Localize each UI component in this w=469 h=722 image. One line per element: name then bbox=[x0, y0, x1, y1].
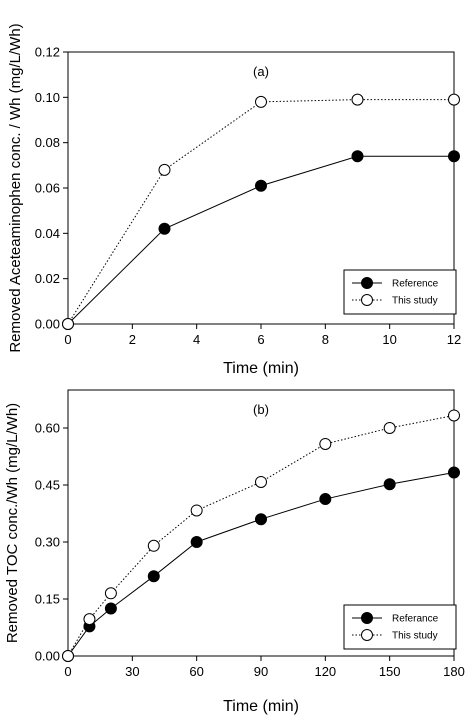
x-tick-label: 0 bbox=[64, 332, 71, 347]
data-point-this-study bbox=[104, 587, 117, 600]
data-point-this-study bbox=[255, 95, 267, 108]
y-tick-label: 0.00 bbox=[35, 649, 60, 664]
data-point-this-study bbox=[158, 163, 171, 176]
x-tick-label: 8 bbox=[322, 332, 329, 347]
y-tick-label: 0.60 bbox=[35, 421, 60, 436]
x-tick-label: 180 bbox=[443, 664, 465, 679]
data-point-reference bbox=[383, 478, 396, 491]
data-point-reference bbox=[255, 513, 267, 526]
data-point-this-study bbox=[448, 93, 460, 106]
y-tick-label: 0.15 bbox=[35, 592, 60, 607]
panel-label: (b) bbox=[253, 402, 269, 417]
legend-box bbox=[343, 269, 457, 315]
data-point-this-study bbox=[62, 318, 74, 330]
y-tick-label: 0.45 bbox=[35, 478, 60, 493]
y-tick-label: 0.02 bbox=[35, 271, 60, 286]
data-point-reference bbox=[351, 150, 364, 163]
data-point-this-study bbox=[255, 475, 267, 488]
legend-marker-this-study bbox=[361, 629, 373, 641]
data-point-reference bbox=[448, 466, 460, 479]
data-point-this-study bbox=[383, 422, 396, 434]
y-tick-label: 0.08 bbox=[35, 135, 60, 150]
legend-marker-reference bbox=[361, 612, 373, 624]
data-point-this-study bbox=[190, 504, 203, 517]
legend-label: Referance bbox=[392, 614, 439, 625]
legend-marker-this-study bbox=[361, 294, 373, 306]
x-tick-label: 4 bbox=[193, 332, 200, 347]
data-point-reference bbox=[158, 222, 171, 235]
y-tick-label: 0.04 bbox=[35, 226, 60, 241]
x-tick-label: 90 bbox=[254, 664, 268, 679]
x-tick-label: 30 bbox=[125, 664, 139, 679]
y-tick-label: 0.12 bbox=[35, 45, 60, 60]
chart-panel-b: 0 30 60 90 120 150 180 0.00 0.15 0.30 0.45 0.60 Time… bbox=[4, 389, 465, 715]
x-tick-label: 0 bbox=[64, 664, 71, 679]
data-point-this-study bbox=[147, 539, 160, 552]
x-axis-title: Time (min) bbox=[223, 698, 299, 715]
data-point-reference bbox=[190, 536, 203, 548]
x-tick-label: 10 bbox=[382, 332, 396, 347]
panel-label: (a) bbox=[253, 64, 269, 79]
legend-marker-reference bbox=[361, 277, 373, 289]
data-point-this-study bbox=[448, 409, 460, 422]
y-tick-label: 0.00 bbox=[35, 317, 60, 332]
y-tick-label: 0.10 bbox=[35, 90, 60, 105]
x-tick-label: 120 bbox=[314, 664, 336, 679]
chart-panel-a: 0 2 4 6 8 10 12 0.00 0.02 0.04 0.06 0.08 0.10 0.12 Tim… bbox=[7, 23, 461, 377]
x-tick-label: 12 bbox=[447, 332, 461, 347]
data-point-this-study bbox=[62, 650, 74, 662]
x-tick-label: 60 bbox=[189, 664, 203, 679]
data-point-this-study bbox=[83, 613, 96, 626]
data-point-reference bbox=[104, 602, 117, 615]
y-tick-label: 0.30 bbox=[35, 535, 60, 550]
x-tick-label: 150 bbox=[379, 664, 401, 679]
data-point-reference bbox=[448, 150, 460, 163]
y-axis-title: Removed TOC conc./Wh (mg/L/Wh) bbox=[4, 403, 21, 643]
data-point-this-study bbox=[319, 437, 332, 450]
legend-label: This study bbox=[392, 296, 438, 307]
data-point-this-study bbox=[351, 93, 364, 106]
y-axis-title: Removed Aceteaminophen conc. / Wh (mg/L/… bbox=[7, 23, 24, 352]
data-point-reference bbox=[147, 570, 160, 583]
legend-box bbox=[343, 604, 457, 650]
y-tick-label: 0.06 bbox=[35, 181, 60, 196]
data-point-reference bbox=[319, 493, 332, 506]
legend-label: This study bbox=[392, 631, 438, 642]
x-tick-label: 2 bbox=[129, 332, 136, 347]
data-point-reference bbox=[255, 179, 267, 192]
legend-label: Reference bbox=[392, 279, 439, 290]
series-line-this-study bbox=[67, 414, 455, 657]
x-axis-title: Time (min) bbox=[223, 360, 299, 377]
x-tick-label: 6 bbox=[257, 332, 264, 347]
